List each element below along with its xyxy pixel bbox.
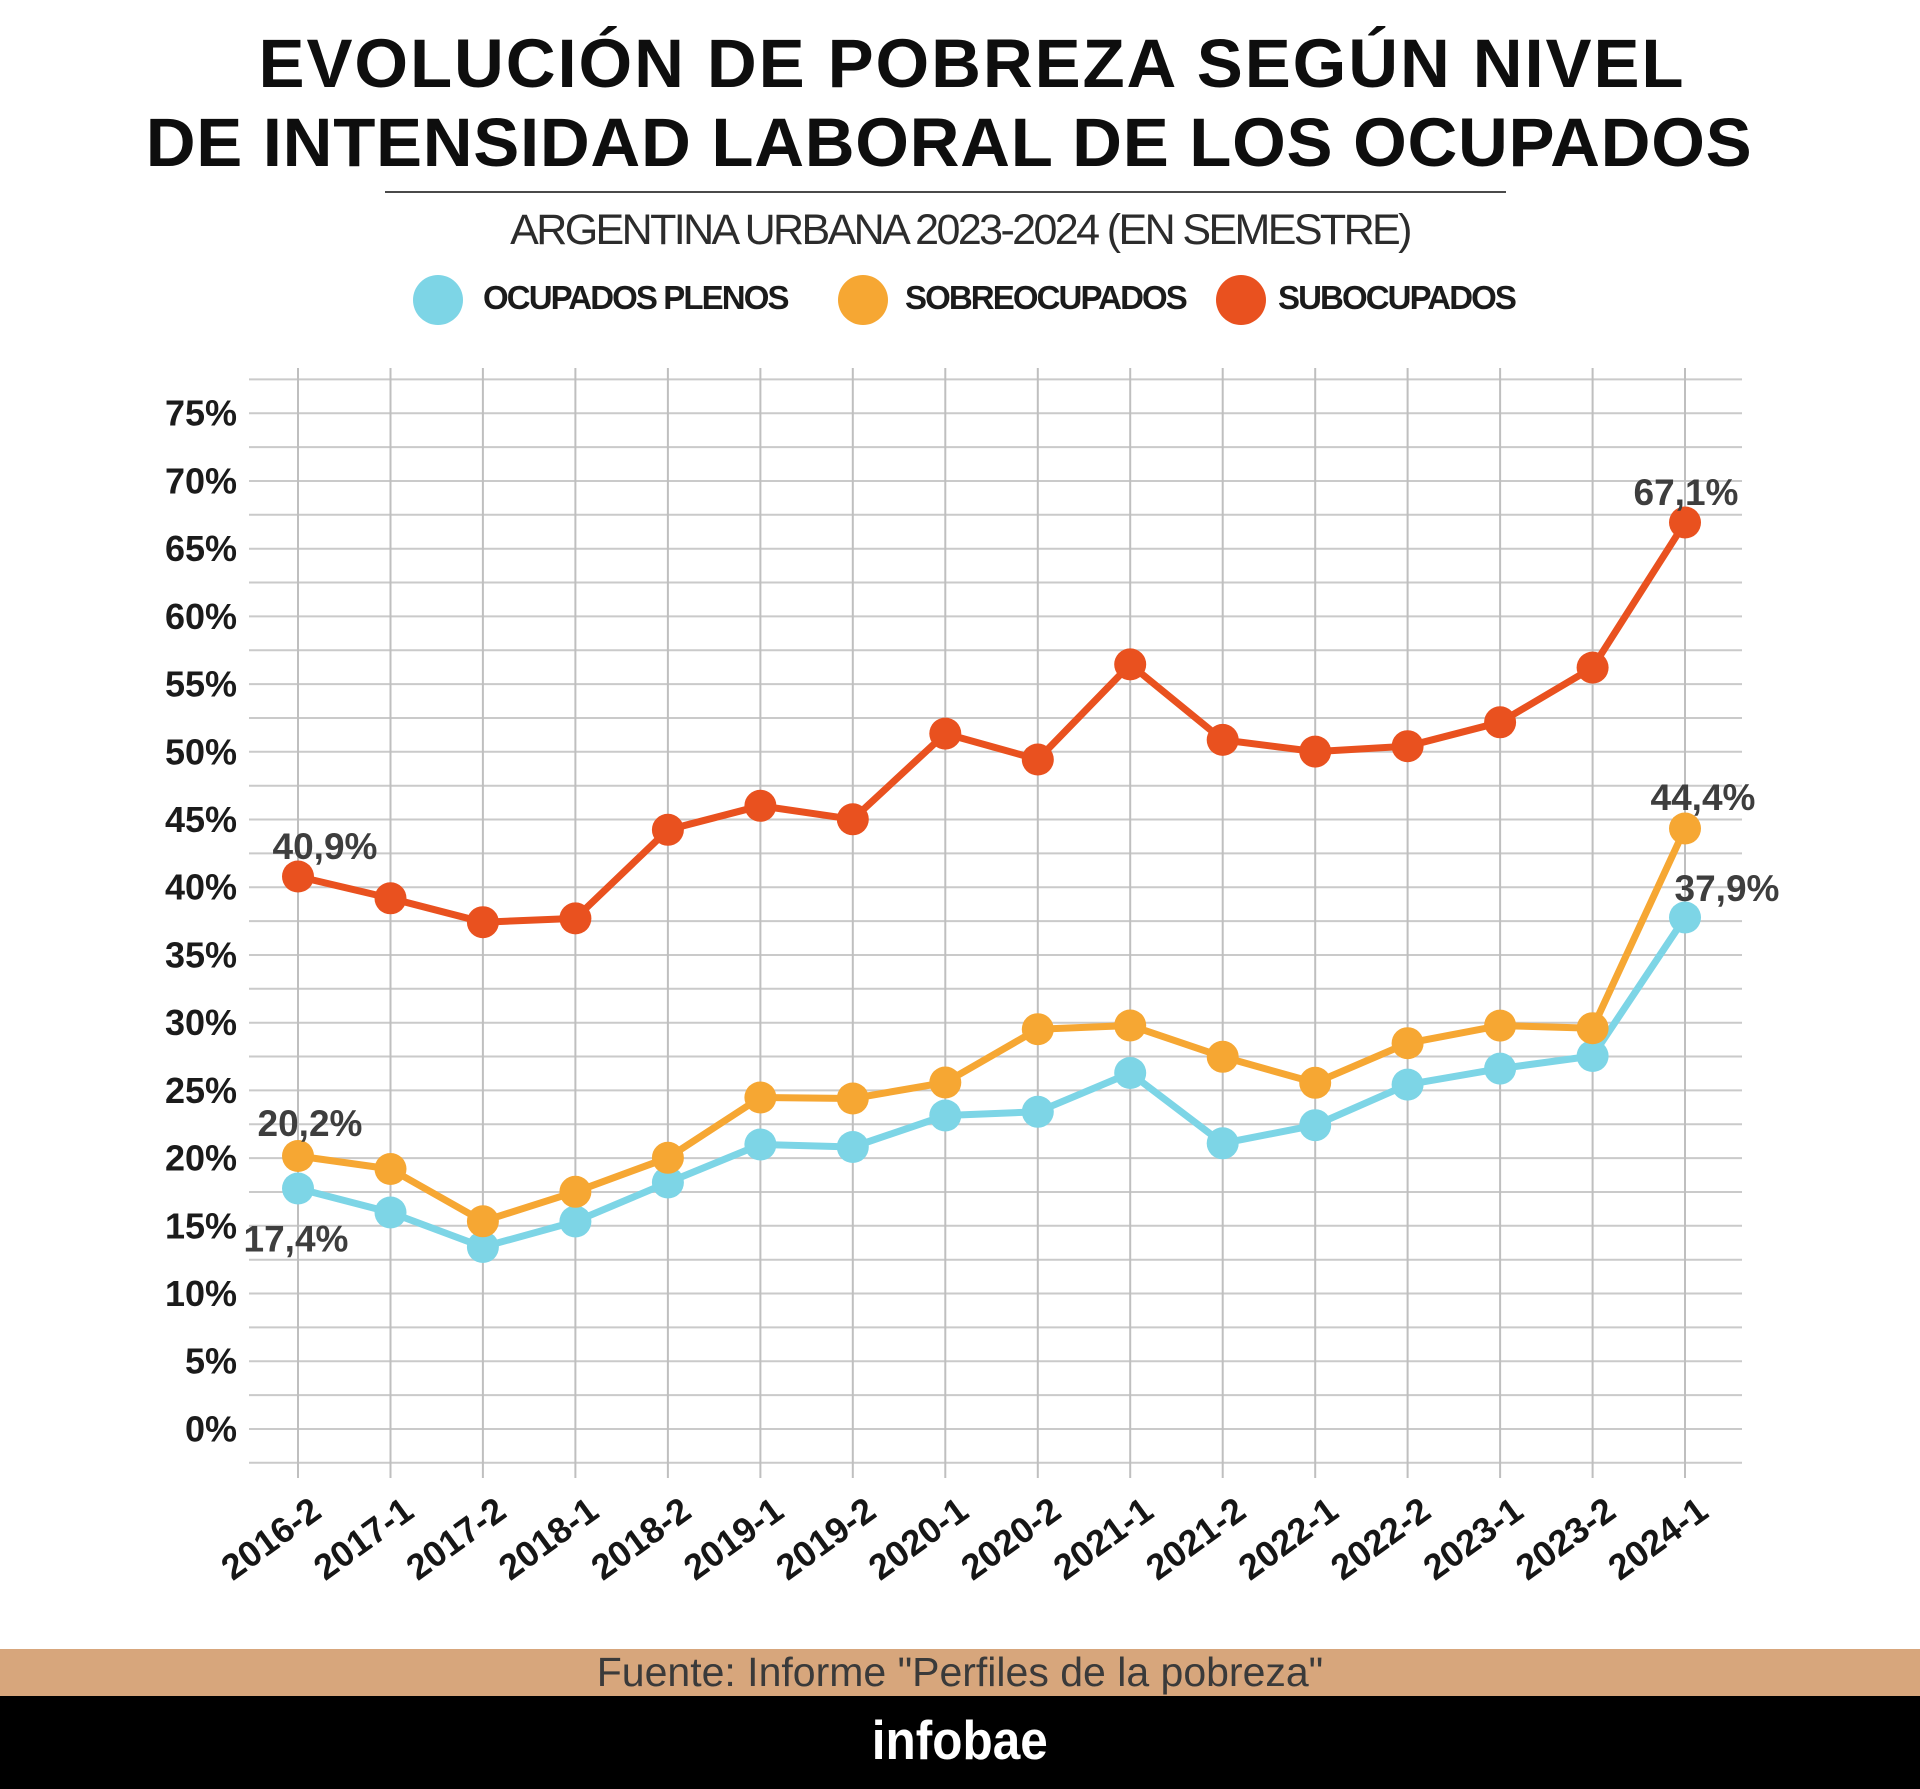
svg-text:5%: 5% — [185, 1341, 237, 1382]
svg-text:70%: 70% — [165, 460, 237, 501]
svg-text:2020-2: 2020-2 — [953, 1489, 1068, 1588]
svg-text:2018-2: 2018-2 — [583, 1489, 698, 1588]
svg-text:2016-2: 2016-2 — [213, 1489, 328, 1588]
svg-text:67,1%: 67,1% — [1634, 472, 1739, 513]
svg-text:15%: 15% — [165, 1205, 237, 1246]
svg-text:17,4%: 17,4% — [244, 1219, 349, 1260]
svg-text:2018-1: 2018-1 — [491, 1489, 606, 1588]
svg-text:2024-1: 2024-1 — [1600, 1489, 1715, 1588]
svg-text:2020-1: 2020-1 — [861, 1489, 976, 1588]
svg-text:10%: 10% — [165, 1273, 237, 1314]
svg-text:2017-1: 2017-1 — [306, 1489, 421, 1588]
svg-text:2022-1: 2022-1 — [1231, 1489, 1346, 1588]
svg-text:25%: 25% — [165, 1070, 237, 1111]
svg-text:35%: 35% — [165, 934, 237, 975]
svg-text:0%: 0% — [185, 1408, 237, 1449]
svg-text:55%: 55% — [165, 664, 237, 705]
svg-text:20,2%: 20,2% — [258, 1103, 363, 1144]
svg-text:2021-1: 2021-1 — [1046, 1489, 1161, 1588]
svg-text:45%: 45% — [165, 799, 237, 840]
svg-text:2019-2: 2019-2 — [768, 1489, 883, 1588]
svg-text:40%: 40% — [165, 867, 237, 908]
svg-text:65%: 65% — [165, 528, 237, 569]
svg-text:37,9%: 37,9% — [1675, 868, 1780, 909]
svg-text:75%: 75% — [165, 393, 237, 434]
svg-text:50%: 50% — [165, 731, 237, 772]
svg-text:2017-2: 2017-2 — [398, 1489, 513, 1588]
svg-text:2019-1: 2019-1 — [676, 1489, 791, 1588]
svg-text:30%: 30% — [165, 1002, 237, 1043]
svg-text:2022-2: 2022-2 — [1323, 1489, 1438, 1588]
svg-text:20%: 20% — [165, 1138, 237, 1179]
svg-text:40,9%: 40,9% — [273, 826, 378, 867]
svg-text:2023-1: 2023-1 — [1415, 1489, 1530, 1588]
svg-text:2021-2: 2021-2 — [1138, 1489, 1253, 1588]
svg-text:2023-2: 2023-2 — [1508, 1489, 1623, 1588]
svg-text:60%: 60% — [165, 596, 237, 637]
svg-text:44,4%: 44,4% — [1651, 777, 1756, 818]
